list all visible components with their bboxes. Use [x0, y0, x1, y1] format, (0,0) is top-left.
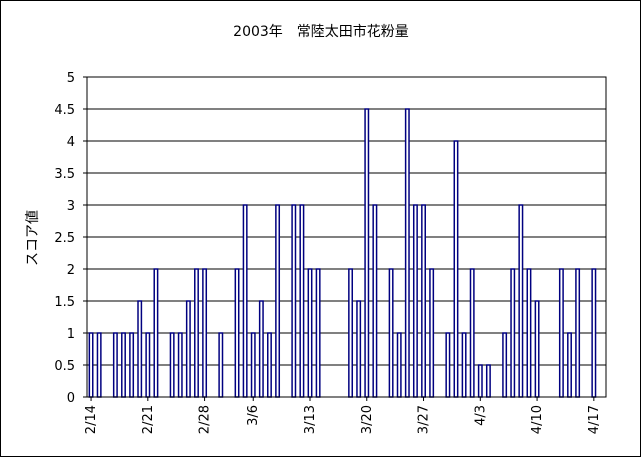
y-tick-label: 0.5 — [54, 359, 75, 374]
bar-4/15 — [575, 268, 581, 398]
bar-2/25 — [177, 332, 183, 398]
bar-3/26 — [412, 204, 418, 398]
bar-2/19 — [129, 332, 135, 398]
y-tick-label: 4 — [67, 135, 75, 150]
y-tick-label: 0 — [67, 391, 75, 406]
bar-2/17 — [112, 332, 118, 398]
bar-3/6 — [250, 332, 256, 398]
x-tick-label: 3/13 — [303, 405, 318, 434]
bar-4/4 — [485, 364, 491, 398]
bar-4/6 — [502, 332, 508, 398]
y-tick-label: 4.5 — [54, 103, 75, 118]
bar-3/12 — [299, 204, 305, 398]
x-tick-label: 3/20 — [360, 405, 375, 434]
bars — [88, 108, 597, 398]
bar-4/8 — [518, 204, 524, 398]
x-tick-label: 3/6 — [246, 405, 261, 426]
y-axis-label: スコア値 — [25, 210, 41, 266]
x-tick-labels: 2/14 2/21 2/28 3/6 3/13 3/20 3/27 4/3 4/10 4/17 — [84, 397, 602, 434]
bar-3/21 — [372, 204, 378, 398]
bar-2/28 — [202, 268, 208, 398]
bar-3/30 — [445, 332, 451, 398]
bar-4/9 — [526, 268, 532, 398]
bar-3/20 — [364, 108, 370, 398]
bar-4/13 — [558, 268, 564, 398]
bar-3/28 — [429, 268, 435, 398]
bar-2/20 — [137, 300, 143, 398]
bar-3/19 — [356, 300, 362, 398]
y-tick-label: 5 — [67, 71, 75, 86]
chart-title: 2003年 常陸太田市花粉量 — [233, 23, 409, 40]
bar-4/1 — [461, 332, 467, 398]
bar-2/15 — [96, 332, 102, 398]
x-tick-label: 2/21 — [141, 405, 156, 434]
bar-4/2 — [469, 268, 475, 398]
bar-2/21 — [145, 332, 151, 398]
bar-3/2 — [218, 332, 224, 398]
bar-4/3 — [477, 364, 483, 398]
bar-2/22 — [153, 268, 159, 398]
axes — [86, 76, 607, 398]
bar-3/14 — [315, 268, 321, 398]
bar-2/14 — [88, 332, 94, 398]
bar-4/14 — [567, 332, 572, 398]
bar-4/10 — [534, 300, 540, 398]
x-tick-label: 2/28 — [198, 405, 213, 434]
x-tick-label: 4/17 — [587, 405, 602, 434]
y-tick-label: 3.5 — [54, 167, 75, 182]
bar-3/24 — [396, 332, 402, 398]
bar-2/18 — [121, 332, 126, 398]
bar-3/4 — [234, 268, 240, 398]
y-tick-label: 2.5 — [54, 231, 75, 246]
bar-3/9 — [275, 204, 281, 398]
bar-2/26 — [185, 300, 191, 398]
bar-3/13 — [307, 268, 313, 398]
y-tick-label: 3 — [67, 199, 75, 214]
x-tick-label: 3/27 — [417, 405, 432, 434]
bar-3/8 — [267, 332, 272, 398]
bar-3/27 — [421, 204, 426, 398]
bar-3/25 — [404, 108, 410, 398]
y-tick-label: 1 — [67, 327, 75, 342]
bar-3/7 — [258, 300, 264, 398]
y-tick-label: 1.5 — [54, 295, 75, 310]
bar-4/7 — [510, 268, 516, 398]
bar-3/23 — [388, 268, 394, 398]
bar-2/24 — [169, 332, 175, 398]
y-tick-label: 2 — [67, 263, 75, 278]
bar-2/27 — [194, 268, 199, 398]
x-tick-label: 2/14 — [84, 405, 99, 434]
bar-3/5 — [242, 204, 248, 398]
bar-3/18 — [348, 268, 354, 398]
bar-4/17 — [591, 268, 597, 398]
bar-3/31 — [453, 140, 459, 398]
y-tick-labels: 0 0.5 1 1.5 2 2.5 3 3.5 4 4.5 5 — [54, 71, 75, 406]
bar-3/11 — [291, 204, 297, 398]
x-tick-label: 4/3 — [473, 405, 488, 426]
x-tick-label: 4/10 — [530, 405, 545, 434]
